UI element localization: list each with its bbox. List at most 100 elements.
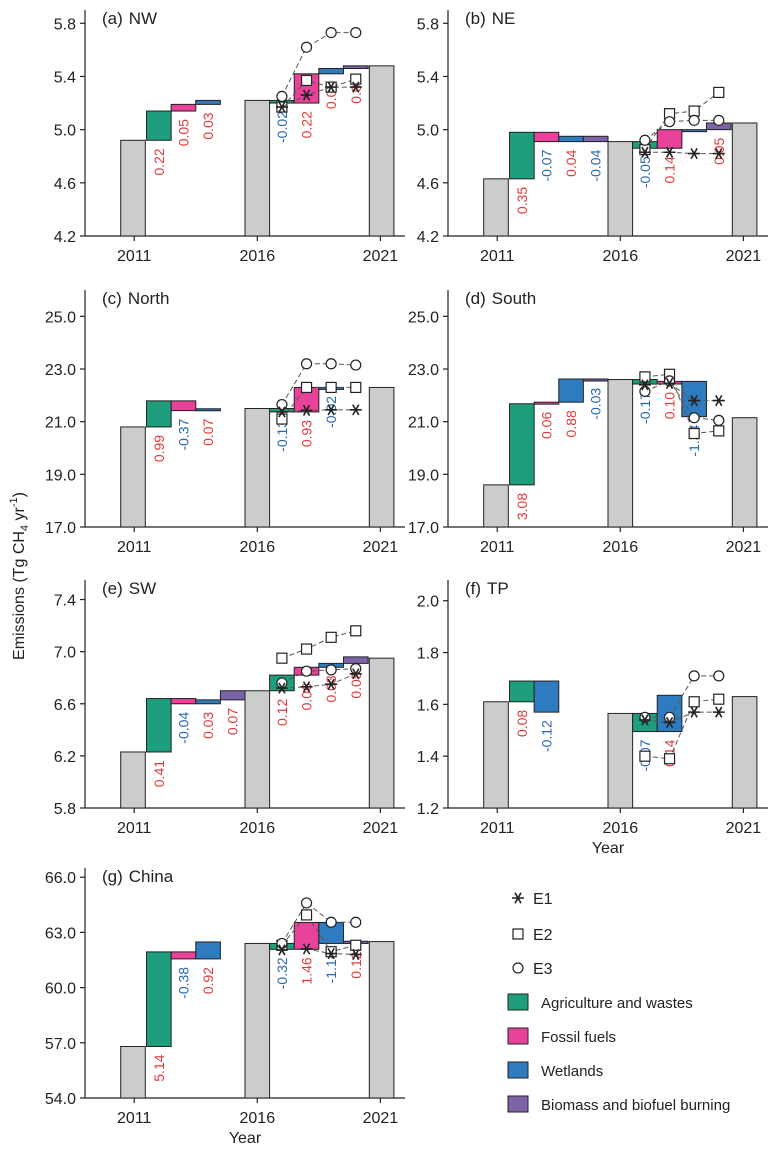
x-tick-label: 2016	[240, 1110, 276, 1127]
delta-label: -0.02	[323, 396, 339, 428]
delta-label: 0.04	[563, 149, 579, 176]
E2-line	[644, 92, 720, 150]
baseline-bar-2011	[120, 751, 146, 809]
delta-label: 0.05	[711, 137, 727, 164]
step-bar-wetlands	[533, 680, 560, 713]
step-bar-fossil	[170, 951, 197, 960]
y-tick-label: 5.4	[54, 69, 76, 86]
delta-label: 0.22	[299, 111, 315, 138]
E1-marker	[663, 377, 676, 390]
step-bar-agriculture	[509, 131, 535, 180]
baseline-bar-2011	[483, 178, 509, 237]
y-tick-label: 60.0	[45, 981, 76, 998]
E1-marker	[688, 706, 701, 718]
E2-marker	[325, 946, 337, 958]
E3-marker	[300, 358, 313, 370]
E3-marker	[713, 414, 725, 426]
x-tick-label: 2016	[240, 539, 276, 556]
E3-marker	[688, 114, 700, 126]
step-bar-wetlands	[195, 99, 221, 105]
y-tick-label: 5.0	[417, 123, 439, 140]
y-tick-label: 7.0	[54, 645, 76, 662]
y-tick-label: 25.0	[408, 309, 439, 326]
legend-swatch	[507, 1061, 529, 1079]
baseline-bar-2016	[607, 141, 634, 237]
y-tick-label: 57.0	[45, 1036, 76, 1053]
step-bar-fossil	[533, 131, 560, 143]
delta-label: -0.17	[637, 392, 653, 424]
E3-marker	[276, 398, 288, 411]
E3-line	[281, 902, 356, 944]
y-tick-label: 4.2	[417, 229, 439, 246]
y-tick-label: 1.6	[417, 697, 439, 714]
panel-ne: 4.2 4.6 5.0 5.4 5.8 2011 2016 2021 (b) NE 0.35 -0.0…	[417, 9, 768, 265]
delta-label: 3.08	[514, 493, 530, 520]
step-bar-agriculture	[509, 680, 535, 703]
panel-china: 54.0 57.0 60.0 63.0 66.0 2011 2016 2021 Year (g) C…	[45, 867, 405, 1147]
E2-marker	[300, 909, 313, 921]
legend-e3-icon	[512, 962, 524, 974]
E3-marker	[713, 670, 725, 682]
y-tick-label: 6.2	[54, 749, 76, 766]
legend-item-e2: E2	[512, 927, 553, 944]
x-tick-label: 2021	[726, 820, 762, 837]
step-bar-biomass	[342, 656, 369, 664]
y-tick-label: 19.0	[45, 467, 76, 484]
E1-marker	[638, 714, 651, 726]
E3-marker	[713, 114, 725, 126]
E1-marker	[638, 379, 651, 391]
E3-line	[644, 119, 719, 141]
x-tick-label: 2016	[240, 820, 276, 837]
delta-label: 1.46	[299, 957, 315, 984]
legend-swatch	[507, 1095, 529, 1113]
step-bar-wetlands	[558, 378, 584, 403]
step-bar-wetlands	[681, 129, 707, 133]
E3-marker	[276, 677, 288, 689]
delta-label: 0.10	[662, 392, 678, 419]
delta-label: 0.99	[151, 435, 167, 462]
E1-marker	[688, 147, 701, 160]
panel-title: (e) SW	[102, 579, 156, 598]
E1-marker	[300, 89, 313, 101]
y-tick-label: 2.0	[417, 594, 439, 611]
baseline-bar-2016	[607, 379, 634, 528]
x-tick-label: 2021	[363, 1110, 399, 1127]
delta-label: -1.14	[323, 951, 339, 983]
E1-marker	[712, 706, 725, 718]
x-tick-label: 2021	[726, 539, 762, 556]
legend-e1-icon	[512, 892, 524, 904]
E1-marker	[275, 944, 288, 956]
E1-marker	[325, 947, 338, 960]
E2-marker	[325, 381, 337, 394]
E2-line	[281, 386, 356, 420]
x-tick-label: 2011	[117, 1110, 152, 1127]
panel-tp: 1.2 1.4 1.6 1.8 2.0 2011 2016 2021 Year (f) TP 0.08…	[417, 579, 768, 857]
step-bar-fossil	[533, 401, 560, 405]
delta-label: -0.04	[175, 712, 191, 744]
y-tick-label: 19.0	[408, 467, 439, 484]
y-tick-label: 5.8	[417, 16, 439, 33]
y-tick-label: 5.8	[54, 16, 76, 33]
E3-line	[281, 668, 356, 684]
E3-marker	[639, 385, 651, 397]
step-bar-agriculture	[509, 403, 535, 486]
panel-nw: 4.2 4.6 5.0 5.4 5.8 2011 2016 2021 (a) NW 0.22 0.05…	[54, 9, 405, 265]
E2-marker	[276, 413, 288, 425]
step-bar-wetlands	[195, 699, 221, 705]
E2-marker	[350, 625, 362, 637]
E3-marker	[350, 916, 362, 928]
baseline-bar-2021	[368, 386, 395, 528]
E1-marker	[325, 404, 338, 416]
x-tick-label: 2011	[480, 820, 515, 837]
step-bar-agriculture	[146, 400, 172, 428]
step-bar-biomass	[219, 690, 246, 701]
E3-marker	[325, 358, 337, 370]
E2-line	[644, 698, 719, 760]
E1-marker	[275, 101, 288, 113]
delta-label: 0.35	[514, 187, 530, 214]
delta-label: 0.14	[662, 156, 678, 183]
baseline-bar-2011	[120, 139, 146, 237]
E2-marker	[688, 696, 700, 708]
legend-e2-icon	[512, 928, 524, 940]
x-tick-label: 2016	[240, 248, 276, 265]
